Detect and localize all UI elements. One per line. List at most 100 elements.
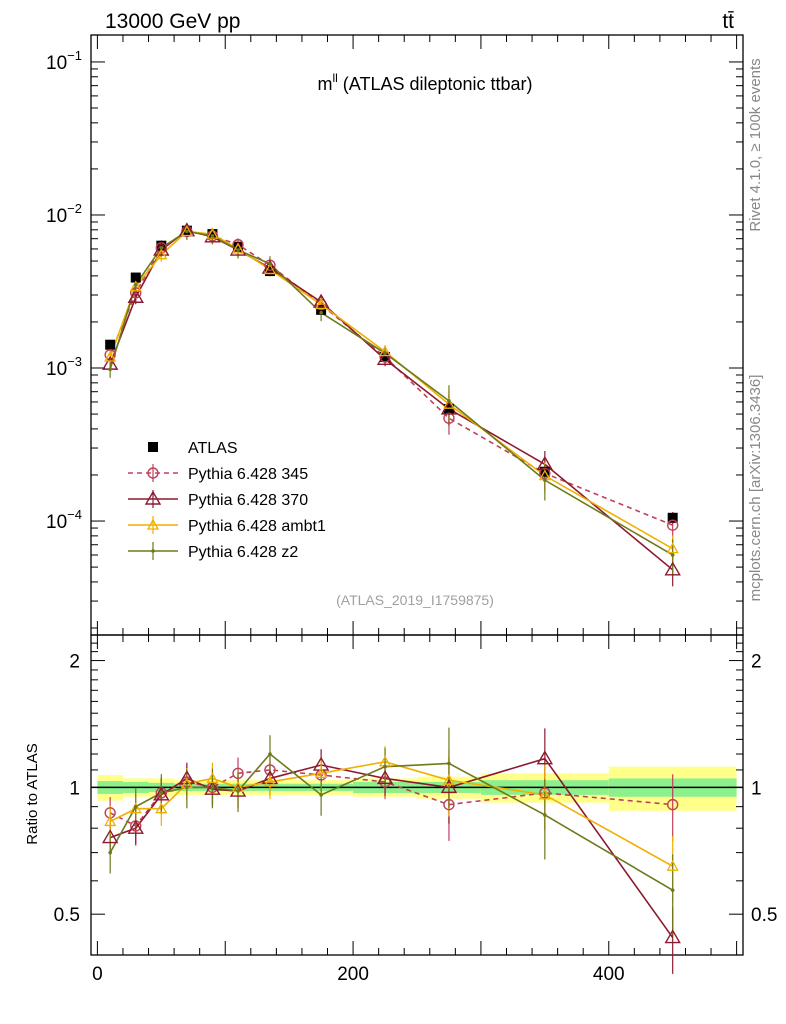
tick-exponent: −1 <box>67 48 82 63</box>
ratio-point <box>264 764 276 776</box>
legend-marker <box>148 442 158 452</box>
ratio-y-tick-label: 2 <box>69 652 80 673</box>
ratio-point <box>538 788 551 800</box>
legend-marker <box>151 549 155 553</box>
data-point <box>443 412 455 424</box>
data-point <box>233 241 244 252</box>
ratio-point <box>664 929 681 944</box>
data-point <box>666 519 679 531</box>
ratio-point <box>442 773 456 785</box>
data-point <box>206 227 219 239</box>
legend-marker <box>146 518 160 530</box>
data-point <box>231 242 245 254</box>
legend-marker <box>144 490 162 505</box>
ratio-point <box>159 791 164 795</box>
ratio-point <box>666 798 679 811</box>
tick-exponent: −4 <box>67 507 82 522</box>
series-line-main <box>109 230 674 556</box>
ratio-point <box>312 756 330 771</box>
data-point <box>670 553 675 557</box>
data-point <box>376 350 394 365</box>
ratio-point <box>232 767 244 779</box>
series-line-ratio <box>109 760 674 867</box>
data-point <box>153 241 170 256</box>
data-point <box>543 478 547 482</box>
ratio-point <box>315 766 328 778</box>
data-point <box>104 350 117 362</box>
data-point <box>130 272 141 283</box>
ratio-y-tick-label: 0.5 <box>54 905 80 926</box>
ratio-point <box>443 798 455 811</box>
legend-label: Pythia 6.428 370 <box>188 492 308 509</box>
ratio-point <box>127 819 144 834</box>
data-point <box>236 248 240 252</box>
plot-title: mll (ATLAS dileptonic ttbar) <box>317 71 532 94</box>
data-point <box>130 287 142 299</box>
tick-base: 10 <box>46 512 67 533</box>
ratio-ylabel: Ratio to ATLAS <box>24 743 41 844</box>
data-point <box>383 351 387 355</box>
x-tick-label: 200 <box>337 964 369 985</box>
ratio-point <box>440 778 458 794</box>
data-point <box>312 293 330 308</box>
data-point <box>155 248 168 260</box>
data-point <box>442 397 456 409</box>
legend-label: Pythia 6.428 ambt1 <box>188 518 326 535</box>
data-point <box>104 349 116 361</box>
series-line-main <box>109 230 674 550</box>
data-point <box>180 225 193 237</box>
data-point <box>319 310 323 315</box>
main-y-tick-label: 10−3 <box>46 354 82 380</box>
ratio-point <box>319 793 323 797</box>
rivet-version-label: Rivet 4.1.0, ≥ 100k events <box>747 58 764 231</box>
ratio-point <box>447 761 451 766</box>
tick-exponent: −2 <box>67 201 82 216</box>
data-point <box>127 288 144 303</box>
ratio-point <box>263 775 277 787</box>
ratio-point <box>178 770 196 785</box>
ratio-point <box>666 859 679 871</box>
ratio-point <box>133 804 138 809</box>
data-point <box>666 542 679 554</box>
data-point <box>263 263 277 275</box>
data-point <box>268 261 272 266</box>
tick-base: 10 <box>46 53 67 74</box>
ratio-point <box>185 785 189 790</box>
ratio-point <box>155 802 168 814</box>
data-point <box>443 403 454 414</box>
ratio-point <box>379 776 391 788</box>
process-label: tt̄ <box>722 10 734 33</box>
ratio-point <box>104 815 117 827</box>
ratio-y-tick-label: 1 <box>69 778 80 799</box>
data-point <box>447 399 451 403</box>
ratio-point <box>104 807 116 819</box>
data-point <box>133 282 138 287</box>
ratio-y-tick-label: 2 <box>751 652 762 673</box>
ratio-point <box>670 888 675 893</box>
data-point <box>156 240 167 251</box>
ratio-y-tick-label: 1 <box>751 778 762 799</box>
tick-exponent: −3 <box>67 354 82 369</box>
ratio-point <box>383 764 387 769</box>
ratio-point <box>376 770 394 785</box>
ratio-point <box>261 770 279 785</box>
legend: ATLAS Pythia 6.428 345 Pythia 6.428 370 Pyt… <box>128 440 326 561</box>
data-point <box>264 266 275 277</box>
ratio-point <box>268 752 272 756</box>
ratio-point <box>206 772 219 784</box>
x-tick-label: 400 <box>593 964 625 985</box>
ratio-point <box>108 850 112 855</box>
main-y-tick-label: 10−2 <box>46 201 82 227</box>
ratio-point <box>236 789 240 793</box>
ratio-plot-frame <box>90 634 744 956</box>
ratio-point <box>153 786 170 801</box>
series-line-ratio <box>109 769 673 827</box>
legend-label: Pythia 6.428 345 <box>188 466 308 483</box>
ratio-point <box>539 787 551 799</box>
data-point <box>664 561 681 576</box>
tick-base: 10 <box>46 206 67 227</box>
data-point <box>667 512 678 523</box>
data-point <box>315 298 328 310</box>
data-point <box>185 229 189 234</box>
tick-base: 10 <box>46 359 67 380</box>
